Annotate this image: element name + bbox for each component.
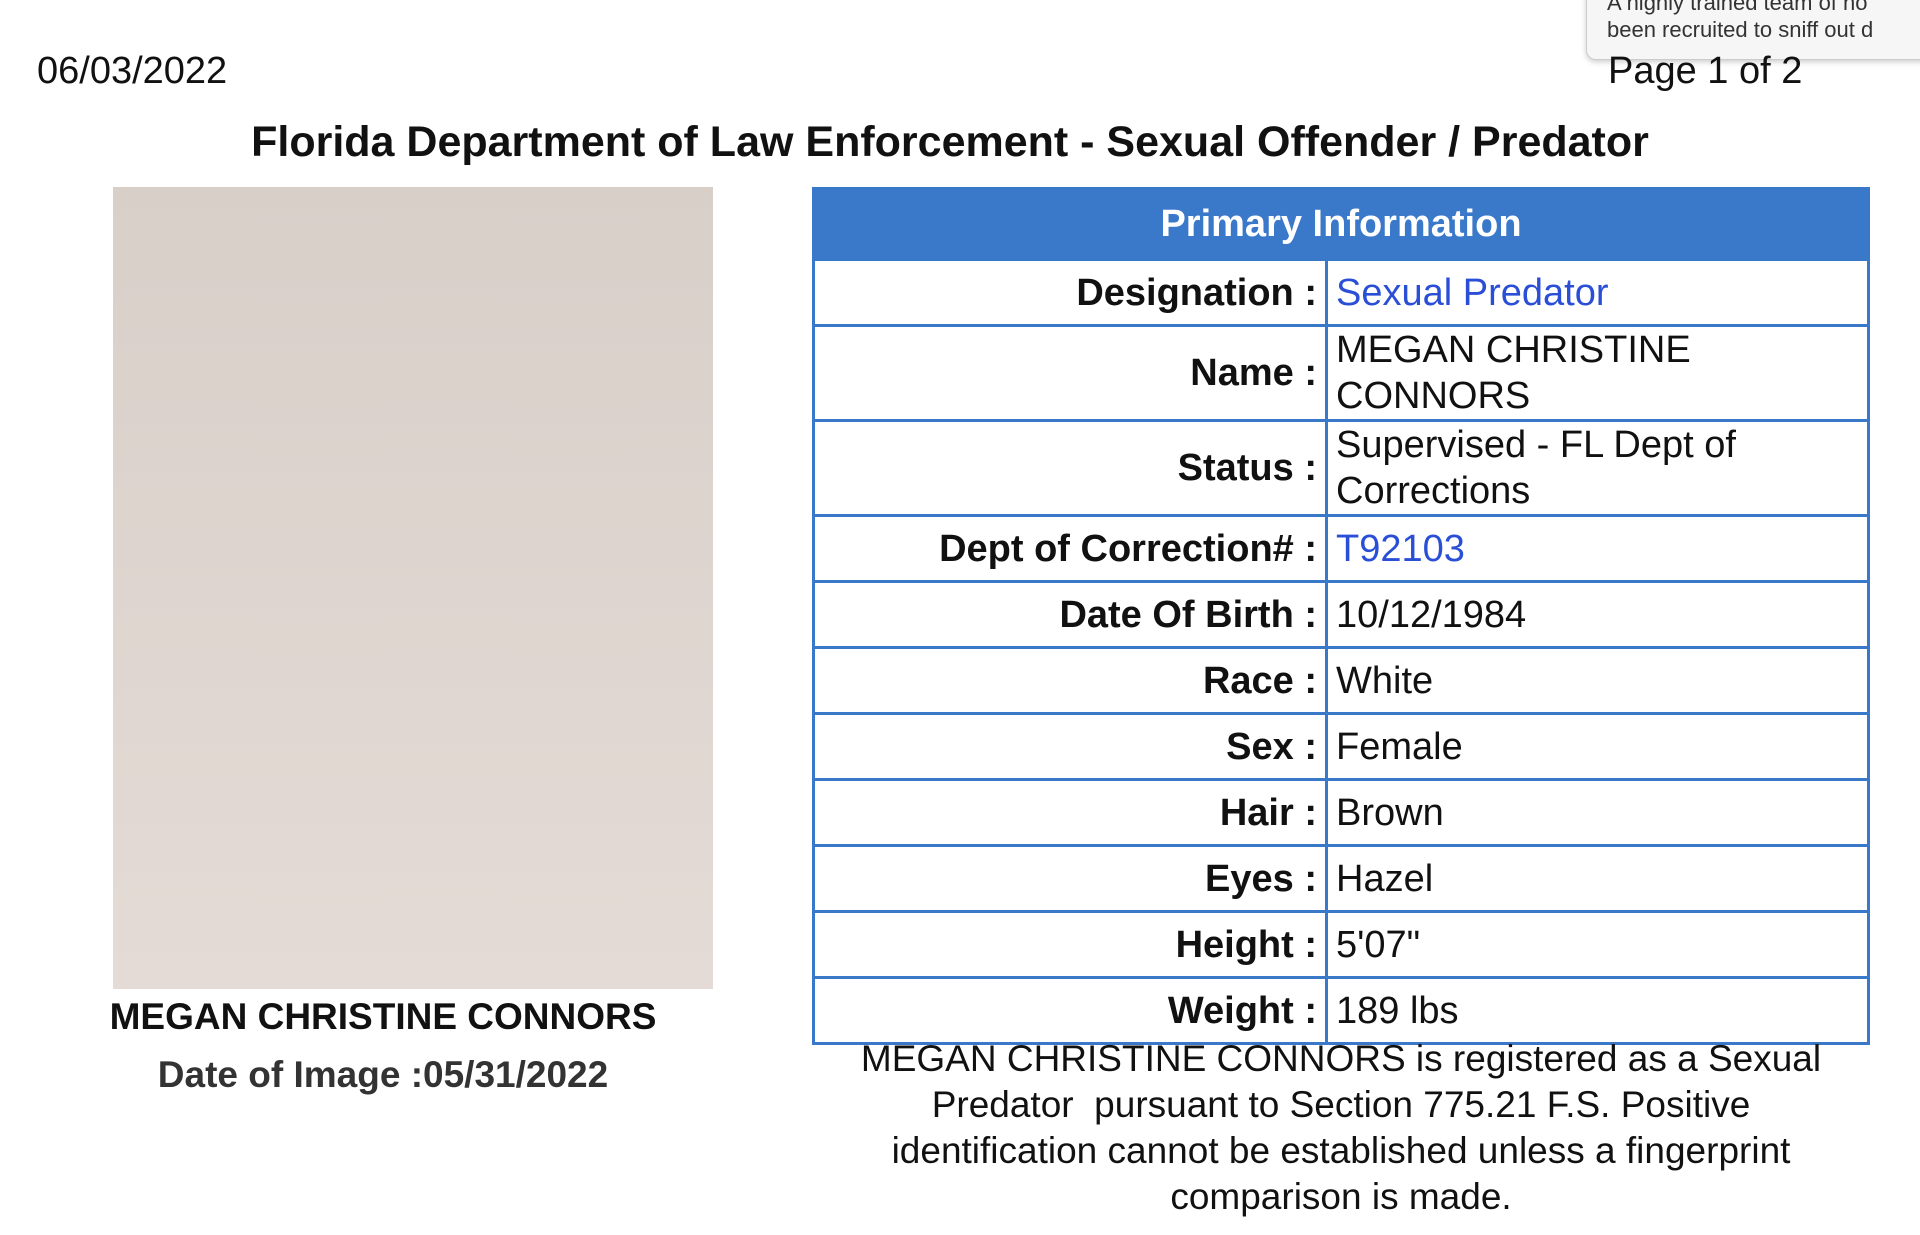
- table-row: Dept of Correction# : T92103: [812, 514, 1870, 583]
- row-label: Height :: [812, 910, 1328, 979]
- notice-line: MEGAN CHRISTINE CONNORS is registered as…: [860, 1038, 1822, 1079]
- notice-line: Predator pursuant to Section 775.21 F.S.…: [931, 1084, 1751, 1125]
- table-row: Hair : Brown: [812, 778, 1870, 847]
- notice-line: comparison is made.: [1170, 1176, 1512, 1217]
- table-row: Weight :189 lbs: [812, 976, 1870, 1045]
- notice-line: identification cannot be established unl…: [891, 1130, 1791, 1171]
- table-row: Name : MEGAN CHRISTINE CONNORS: [812, 324, 1870, 422]
- tooltip-line: been recruited to sniff out d: [1607, 17, 1874, 42]
- table-row: Sex : Female: [812, 712, 1870, 781]
- row-label: Name :: [812, 324, 1328, 422]
- row-value: Female: [1325, 712, 1870, 781]
- row-value: Supervised - FL Dept of Corrections: [1325, 419, 1870, 517]
- table-row: Race : White: [812, 646, 1870, 715]
- row-value: 189 lbs: [1325, 976, 1870, 1045]
- row-link[interactable]: Sexual Predator: [1325, 258, 1870, 327]
- tooltip-line: A highly trained team of ho: [1607, 0, 1868, 15]
- row-value: MEGAN CHRISTINE CONNORS: [1325, 324, 1870, 422]
- info-table: Primary Information Designation : Sexual …: [812, 187, 1870, 1045]
- row-label: Designation :: [812, 258, 1328, 327]
- table-row: Status : Supervised - FL Dept of Correcti…: [812, 419, 1870, 517]
- page-number: Page 1 of 2: [1608, 50, 1803, 92]
- row-label: Race :: [812, 646, 1328, 715]
- print-date: 06/03/2022: [37, 50, 228, 92]
- notice: MEGAN CHRISTINE CONNORS is registered as…: [812, 1036, 1870, 1220]
- photo-date: Date of Image :05/31/2022: [40, 1054, 726, 1096]
- row-label: Dept of Correction# :: [812, 514, 1328, 583]
- row-label: Hair :: [812, 778, 1328, 847]
- row-link[interactable]: T92103: [1325, 514, 1870, 583]
- row-label: Weight :: [812, 976, 1328, 1045]
- table-row: Height :5'07": [812, 910, 1870, 979]
- row-value: White: [1325, 646, 1870, 715]
- row-label: Eyes :: [812, 844, 1328, 913]
- photo-date-label: Date of Image :: [157, 1054, 424, 1095]
- title: Florida Department of Law Enforcement - …: [251, 118, 1649, 166]
- tooltip: A highly trained team of ho been recruit…: [1586, 0, 1920, 60]
- photo-date-value: 05/31/2022: [423, 1054, 609, 1095]
- table-row: Eyes : Hazel: [812, 844, 1870, 913]
- row-label: Sex :: [812, 712, 1328, 781]
- row-value: 10/12/1984: [1325, 580, 1870, 649]
- photo: [113, 187, 713, 989]
- row-label: Date Of Birth :: [812, 580, 1328, 649]
- row-value: Brown: [1325, 778, 1870, 847]
- row-label: Status :: [812, 419, 1328, 517]
- table-row: Designation : Sexual Predator: [812, 258, 1870, 327]
- table-row: Date Of Birth :10/12/1984: [812, 580, 1870, 649]
- row-value: Hazel: [1325, 844, 1870, 913]
- photo-name: MEGAN CHRISTINE CONNORS: [109, 996, 657, 1037]
- row-value: 5'07": [1325, 910, 1870, 979]
- table-heading: Primary Information: [813, 188, 1869, 260]
